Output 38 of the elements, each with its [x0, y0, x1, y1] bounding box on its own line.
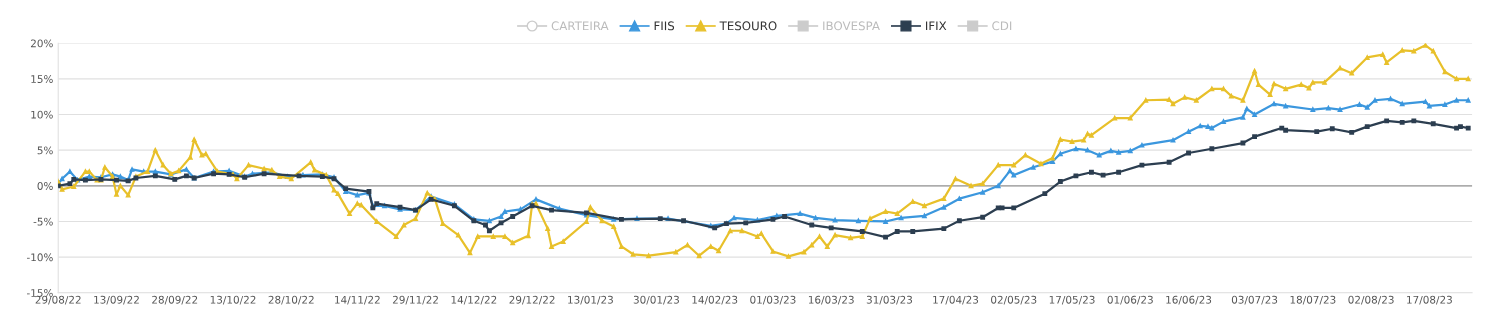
y-tick-label: -10% [26, 253, 53, 262]
x-tick-label: 16/03/23 [808, 295, 854, 305]
x-tick-label: 13/10/22 [210, 295, 256, 305]
x-tick-label: 03/07/23 [1231, 295, 1278, 305]
x-tick-label: 14/11/22 [335, 295, 380, 305]
y-tick-label: 0% [37, 182, 53, 190]
x-tick-label: 17/08/23 [1407, 295, 1452, 305]
x-tick-label: 13/09/22 [94, 295, 139, 305]
y-tick-label: -5% [33, 217, 53, 226]
x-tick-label: 14/12/22 [451, 295, 497, 305]
x-tick-label: 29/08/22 [35, 295, 81, 305]
x-tick-label: 13/01/23 [568, 295, 613, 305]
x-tick-label: 28/10/22 [268, 295, 314, 305]
x-tick-label: 17/04/23 [933, 295, 979, 305]
x-tick-label: 01/06/23 [1107, 295, 1153, 305]
x-tick-label: 17/05/23 [1049, 295, 1095, 305]
legend-label: IBOVESPA [823, 21, 880, 31]
y-tick-label: 20% [30, 39, 53, 48]
y-tick-label: 15% [31, 75, 53, 83]
x-tick-label: 18/07/23 [1290, 295, 1336, 305]
x-tick-label: 02/08/23 [1348, 295, 1394, 305]
legend-label: CDI [992, 21, 1012, 31]
legend-label: IFIX [926, 21, 947, 31]
legend-label: FIIS [654, 21, 675, 31]
x-tick-label: 14/02/23 [692, 295, 738, 305]
y-tick-label: 10% [31, 110, 53, 119]
legend-label: CARTEIRA [551, 21, 609, 31]
x-tick-label: 16/06/23 [1166, 295, 1212, 305]
y-tick-label: 5% [37, 146, 53, 155]
x-tick-label: 31/03/23 [866, 295, 913, 305]
x-tick-label: 28/09/22 [152, 295, 198, 305]
x-tick-label: 29/11/22 [392, 295, 438, 305]
x-tick-label: 29/12/22 [509, 295, 555, 305]
legend-label: TESOURO [719, 21, 777, 31]
x-tick-label: 30/01/23 [633, 295, 679, 305]
x-tick-label: 01/03/23 [750, 295, 796, 305]
y-tick-label: -15% [26, 289, 53, 297]
x-tick-label: 02/05/23 [991, 295, 1037, 305]
